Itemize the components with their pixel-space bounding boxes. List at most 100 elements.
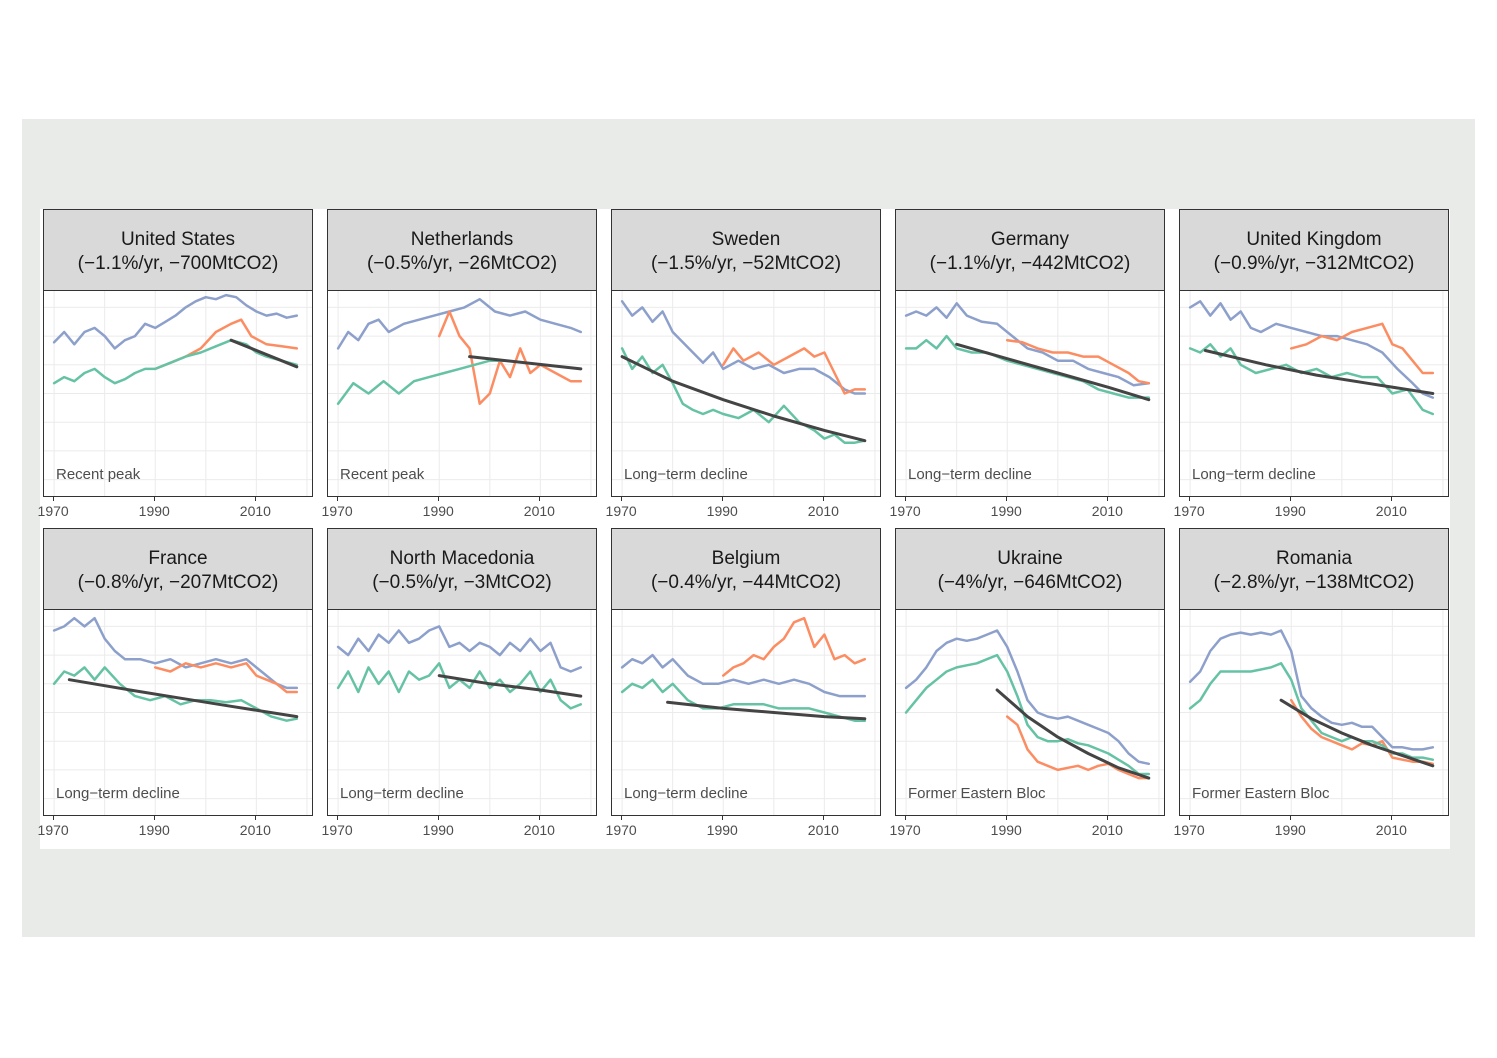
regime-label: Long−term decline (1192, 466, 1316, 483)
plot-box: Recent peak (43, 290, 313, 497)
trend-line (955, 342, 1151, 402)
x-tick-mark (337, 816, 339, 820)
x-tick-mark (539, 816, 541, 820)
plot-box: Long−term decline (1179, 290, 1449, 497)
panel: United States (−1.1%/yr, −700MtCO2) Recent… (38, 209, 313, 519)
series-line-c (52, 338, 299, 385)
x-tick-mark (154, 816, 156, 820)
plot-box: Long−term decline (611, 609, 881, 816)
panel: Netherlands (−0.5%/yr, −26MtCO2) Recent pe… (322, 209, 597, 519)
plot-box: Recent peak (327, 290, 597, 497)
trend-line (995, 688, 1151, 780)
panel-svg (896, 610, 1164, 815)
panel-stat: (−0.8%/yr, −207MtCO2) (77, 572, 279, 593)
series-line-b (1005, 338, 1151, 385)
x-axis: 1970 1990 2010 (890, 816, 1165, 838)
regime-label: Long−term decline (340, 785, 464, 802)
trend-line (468, 355, 583, 371)
plot-box: Long−term decline (327, 609, 597, 816)
x-tick-label: 1970 (321, 822, 353, 838)
panel-stat: (−2.8%/yr, −138MtCO2) (1213, 572, 1415, 593)
x-tick-label: 2010 (1091, 503, 1123, 519)
x-tick-mark (1189, 497, 1191, 501)
panel-svg (44, 291, 312, 496)
x-tick-mark (154, 497, 156, 501)
x-tick-label: 1990 (1274, 503, 1306, 519)
trend-line (67, 678, 299, 719)
panel: United Kingdom (−0.9%/yr, −312MtCO2) Long−… (1174, 209, 1449, 519)
x-axis: 1970 1990 2010 (322, 816, 597, 838)
x-tick-mark (621, 497, 623, 501)
panel-strip: North Macedonia (−0.5%/yr, −3MtCO2) (327, 528, 597, 610)
x-tick-mark (539, 497, 541, 501)
x-axis: 1970 1990 2010 (1174, 497, 1449, 519)
regime-label: Long−term decline (56, 785, 180, 802)
x-axis: 1970 1990 2010 (890, 497, 1165, 519)
x-tick-label: 2010 (1091, 822, 1123, 838)
x-tick-label: 2010 (1375, 503, 1407, 519)
panel: Romania (−2.8%/yr, −138MtCO2) Former Easte… (1174, 528, 1449, 838)
panel-strip: Sweden (−1.5%/yr, −52MtCO2) (611, 209, 881, 291)
x-tick-label: 2010 (807, 822, 839, 838)
x-tick-mark (438, 816, 440, 820)
series-line-a (904, 302, 1151, 387)
regime-label: Former Eastern Bloc (1192, 785, 1330, 802)
plot-box: Long−term decline (43, 609, 313, 816)
x-tick-label: 1970 (605, 822, 637, 838)
panel-strip: Belgium (−0.4%/yr, −44MtCO2) (611, 528, 881, 610)
panel-svg (44, 610, 312, 815)
x-axis: 1970 1990 2010 (606, 816, 881, 838)
trend-line (229, 338, 299, 369)
series-line-a (336, 297, 583, 350)
series-line-a (620, 653, 867, 698)
x-tick-label: 2010 (1375, 822, 1407, 838)
panel-title: Belgium (711, 548, 781, 569)
panel-stat: (−0.4%/yr, −44MtCO2) (650, 572, 842, 593)
panel: Ukraine (−4%/yr, −646MtCO2) Former Eastern… (890, 528, 1165, 838)
panel-title: United Kingdom (1246, 229, 1382, 250)
x-tick-mark (1391, 816, 1393, 820)
panel-stat: (−0.5%/yr, −26MtCO2) (366, 253, 558, 274)
x-tick-label: 1990 (706, 503, 738, 519)
x-tick-label: 1990 (706, 822, 738, 838)
x-tick-mark (905, 497, 907, 501)
series-line-a (52, 616, 299, 690)
regime-label: Long−term decline (908, 466, 1032, 483)
x-axis: 1970 1990 2010 (1174, 816, 1449, 838)
panel-strip: Romania (−2.8%/yr, −138MtCO2) (1179, 528, 1449, 610)
x-axis: 1970 1990 2010 (606, 497, 881, 519)
x-tick-label: 1990 (990, 822, 1022, 838)
x-tick-mark (255, 816, 257, 820)
series-line-c (336, 359, 507, 406)
x-tick-mark (722, 816, 724, 820)
panel-title: United States (120, 229, 236, 250)
x-tick-mark (1290, 816, 1292, 820)
regime-label: Former Eastern Bloc (908, 785, 1046, 802)
x-tick-label: 1970 (1173, 503, 1205, 519)
x-tick-label: 1990 (138, 822, 170, 838)
series-line-a (52, 293, 299, 350)
panel-stat: (−4%/yr, −646MtCO2) (937, 572, 1123, 593)
series-line-b (1005, 715, 1151, 780)
x-tick-label: 1970 (37, 822, 69, 838)
x-tick-label: 1970 (889, 822, 921, 838)
panel: Sweden (−1.5%/yr, −52MtCO2) Long−term decl… (606, 209, 881, 519)
plot-box: Former Eastern Bloc (895, 609, 1165, 816)
panel-title: Ukraine (997, 548, 1063, 569)
trend-line (666, 700, 867, 721)
series-line-b (1289, 322, 1435, 375)
x-tick-mark (255, 497, 257, 501)
x-tick-mark (621, 816, 623, 820)
panel-strip: France (−0.8%/yr, −207MtCO2) (43, 528, 313, 610)
plot-box: Long−term decline (611, 290, 881, 497)
series-line-a (904, 629, 1151, 766)
panel: North Macedonia (−0.5%/yr, −3MtCO2) Long−t… (322, 528, 597, 838)
x-tick-label: 2010 (523, 822, 555, 838)
panel-strip: United Kingdom (−0.9%/yr, −312MtCO2) (1179, 209, 1449, 291)
trend-line (620, 355, 867, 443)
x-tick-mark (337, 497, 339, 501)
plot-box: Long−term decline (895, 290, 1165, 497)
x-tick-label: 1970 (605, 503, 637, 519)
x-tick-label: 1990 (1274, 822, 1306, 838)
x-tick-label: 2010 (239, 503, 271, 519)
